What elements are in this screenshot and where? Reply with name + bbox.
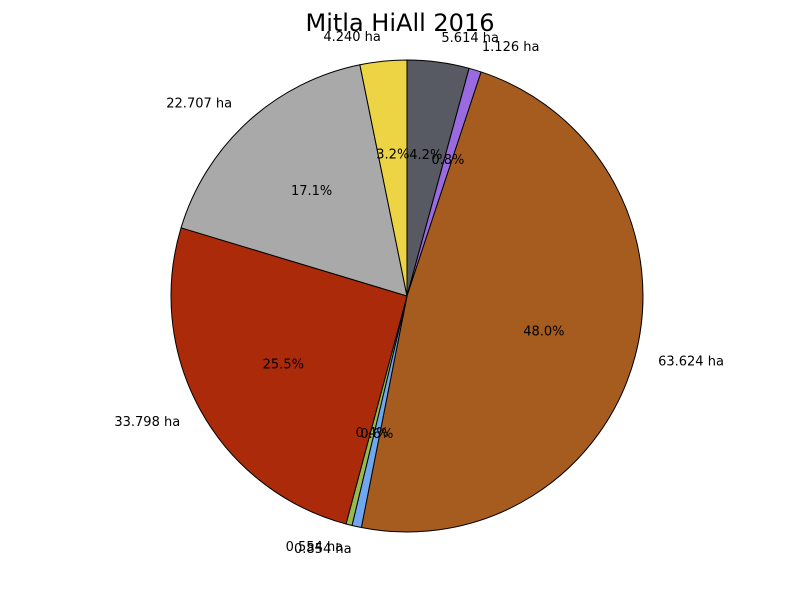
slice-value-label: 1.126 ha <box>482 40 540 55</box>
pie-slices <box>170 59 644 533</box>
slice-percent-label: 0.8% <box>431 153 464 168</box>
slice-value-label: 63.624 ha <box>658 355 724 370</box>
slice-value-label: 0.554 ha <box>286 540 344 555</box>
slice-percent-label: 0.6% <box>360 427 393 442</box>
slice-value-label: 0.854 ha <box>294 542 352 557</box>
pie-slice <box>359 59 408 297</box>
slice-value-labels: 5.614 ha1.126 ha 63.624 ha 0.854 ha0.554 h… <box>114 30 724 557</box>
slice-value-label: 4.240 ha <box>323 30 381 45</box>
slice-percent-label: 17.1% <box>291 184 332 199</box>
slice-percent-label: 0.4% <box>356 426 389 441</box>
pie-slice <box>170 227 408 525</box>
slice-percent-label: 3.2% <box>376 148 409 163</box>
slice-value-label: 22.707 ha <box>166 97 232 112</box>
chart-title: Mitla HiAll 2016 <box>306 9 495 37</box>
pie-slice <box>360 71 644 533</box>
slice-percent-label: 48.0% <box>523 325 564 340</box>
slice-value-label: 5.614 ha <box>441 31 499 46</box>
slice-percent-label: 4.2% <box>409 148 442 163</box>
pie-slice <box>180 64 408 297</box>
slice-percent-label: 25.5% <box>263 357 304 372</box>
slice-value-label: 33.798 ha <box>114 415 180 430</box>
slice-percent-labels: 4.2%0.8% 48.0% 0.6%0.4% 25.5% 17.1% 3.2% <box>263 148 565 442</box>
